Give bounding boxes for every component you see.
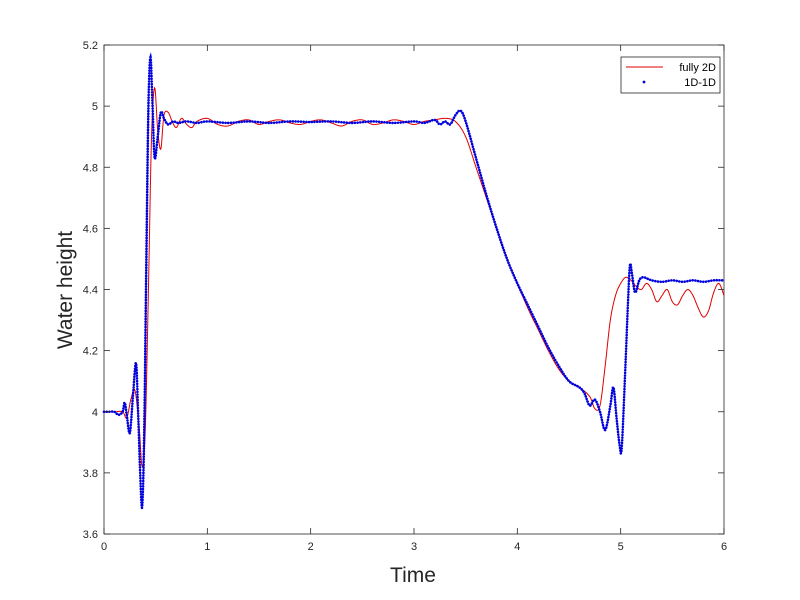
y-tick-label: 4.4 (83, 285, 98, 297)
y-tick-label: 3.6 (83, 529, 98, 541)
x-tick-label: 3 (411, 541, 417, 553)
y-tick-label: 4.2 (83, 346, 98, 358)
y-tick-label: 4.6 (83, 223, 98, 235)
x-axis-label: Time (390, 564, 436, 587)
legend-label: fully 2D (679, 62, 716, 74)
x-tick-label: 5 (618, 541, 624, 553)
y-tick-label: 5 (92, 101, 98, 113)
y-tick-label: 3.8 (83, 468, 98, 480)
plot-frame (103, 44, 725, 535)
x-tick-label: 6 (721, 541, 727, 553)
plot-area (103, 44, 725, 535)
x-tick-label: 2 (308, 541, 314, 553)
y-tick-label: 4 (92, 407, 98, 419)
x-tick-label: 1 (204, 541, 210, 553)
x-axis-ticks: 0 1 2 3 4 5 6 (101, 45, 727, 553)
series-line-1d-1d (102, 52, 726, 509)
y-axis-ticks: 3.6 3.8 4 4.2 4.4 4.6 4.8 5 5.2 (83, 40, 724, 541)
legend: fully 2D 1D-1D (620, 56, 721, 94)
y-tick-label: 4.8 (83, 162, 98, 174)
x-tick-label: 0 (101, 541, 107, 553)
legend-label: 1D-1D (684, 77, 716, 89)
y-axis-label: Water height (54, 231, 77, 349)
legend-box (620, 56, 721, 94)
y-tick-label: 5.2 (83, 40, 98, 52)
x-tick-label: 4 (514, 541, 520, 553)
series-layer (102, 52, 726, 509)
legend-marker-1d-1d (642, 80, 646, 84)
